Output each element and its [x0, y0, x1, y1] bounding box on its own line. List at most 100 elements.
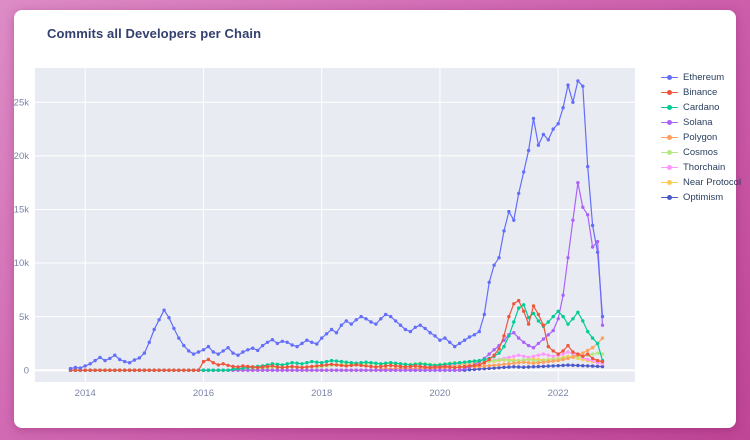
series-marker-solana: [438, 368, 442, 372]
series-marker-binance: [172, 368, 176, 372]
series-marker-solana: [364, 368, 368, 372]
series-marker-solana: [541, 337, 546, 341]
series-marker-binance: [216, 363, 220, 367]
series-marker-binance: [354, 363, 358, 367]
series-marker-solana: [448, 368, 452, 372]
series-marker-cardano: [502, 344, 506, 349]
series-marker-ethereum: [576, 79, 580, 83]
series-marker-polygon: [531, 361, 536, 365]
series-marker-binance: [157, 368, 161, 372]
series-marker-solana: [457, 368, 462, 372]
series-marker-solana: [492, 348, 496, 352]
series-marker-solana: [433, 368, 437, 372]
legend-item-solana[interactable]: Solana: [661, 117, 741, 128]
series-marker-cardano: [384, 361, 388, 365]
series-marker-binance: [142, 368, 147, 372]
series-marker-solana: [354, 368, 358, 372]
legend-item-polygon[interactable]: Polygon: [661, 132, 741, 143]
series-marker-thorchain: [512, 354, 516, 358]
series-marker-solana: [581, 205, 585, 209]
series-marker-cosmos: [590, 352, 595, 356]
series-marker-solana: [315, 368, 319, 372]
legend-swatch-icon: [661, 133, 678, 142]
series-marker-binance: [187, 368, 191, 372]
legend-label: Ethereum: [683, 72, 725, 83]
legend-swatch-icon: [661, 163, 678, 172]
series-marker-polygon: [556, 358, 560, 363]
legend-item-cosmos[interactable]: Cosmos: [661, 147, 741, 158]
series-marker-ethereum: [137, 356, 142, 360]
series-marker-binance: [162, 368, 166, 372]
series-marker-solana: [260, 368, 265, 372]
series-marker-cardano: [389, 361, 393, 365]
y-tick-label: 10k: [14, 258, 29, 269]
legend-swatch-icon: [661, 103, 678, 112]
series-marker-ethereum: [132, 358, 137, 362]
series-marker-cardano: [349, 361, 353, 365]
legend-swatch-icon: [661, 88, 678, 97]
series-marker-binance: [167, 368, 171, 372]
series-marker-ethereum: [462, 338, 467, 342]
legend-item-binance[interactable]: Binance: [661, 87, 741, 98]
series-marker-solana: [561, 293, 565, 297]
legend-item-thorchain[interactable]: Thorchain: [661, 162, 741, 173]
series-marker-ethereum: [172, 326, 176, 331]
series-marker-binance: [497, 347, 501, 351]
series-marker-polygon: [507, 362, 511, 366]
x-tick-label: 2014: [75, 388, 96, 399]
series-marker-cardano: [576, 310, 580, 314]
series-marker-solana: [379, 368, 383, 372]
series-marker-binance: [443, 364, 447, 369]
series-marker-polygon: [526, 361, 531, 365]
series-marker-optimism: [561, 363, 565, 368]
series-marker-binance: [275, 365, 280, 369]
legend-label: Solana: [683, 117, 713, 128]
legend-item-ethereum[interactable]: Ethereum: [661, 72, 741, 83]
series-marker-ethereum: [408, 329, 413, 334]
series-marker-optimism: [595, 364, 600, 369]
series-marker-optimism: [571, 363, 575, 367]
legend-item-optimism[interactable]: Optimism: [661, 192, 741, 203]
series-marker-cardano: [320, 361, 324, 365]
series-marker-binance: [507, 314, 511, 319]
y-tick-label: 0: [24, 365, 29, 376]
series-marker-cardano: [216, 368, 220, 372]
chart-canvas: 0 5k 10k 15k 20k 25k 2014 2016 2018 2020 2022: [14, 68, 635, 399]
series-marker-solana: [536, 341, 541, 346]
legend-item-near-protocol[interactable]: Near Protocol: [661, 177, 741, 188]
series-marker-cardano: [310, 359, 314, 364]
series-marker-cosmos: [531, 358, 536, 363]
series-marker-ethereum: [152, 327, 156, 332]
series-marker-binance: [467, 364, 472, 368]
series-marker-polygon: [566, 356, 570, 361]
series-marker-binance: [241, 364, 245, 368]
series-marker-solana: [384, 368, 388, 372]
series-marker-thorchain: [566, 350, 570, 354]
series-marker-cardano: [315, 360, 319, 364]
series-marker-solana: [512, 331, 516, 335]
series-marker-binance: [418, 364, 422, 369]
legend-label: Optimism: [683, 192, 724, 203]
series-marker-solana: [270, 368, 275, 372]
series-marker-binance: [196, 368, 201, 372]
series-marker-ethereum: [413, 325, 417, 329]
series-marker-cardano: [448, 362, 452, 366]
x-tick-label: 2020: [429, 388, 450, 399]
series-marker-cardano: [290, 361, 294, 365]
series-marker-binance: [127, 368, 132, 372]
series-marker-binance: [448, 365, 452, 369]
series-marker-binance: [88, 368, 92, 372]
series-marker-binance: [428, 365, 432, 370]
series-marker-ethereum: [123, 359, 127, 364]
series-marker-thorchain: [546, 353, 550, 357]
series-marker-cardano: [551, 314, 555, 319]
series-marker-solana: [344, 368, 348, 372]
series-marker-cardano: [517, 306, 521, 310]
legend-label: Binance: [683, 87, 718, 98]
series-marker-ethereum: [206, 344, 211, 349]
series-marker-ethereum: [556, 122, 560, 126]
series-marker-solana: [556, 317, 560, 321]
series-marker-ethereum: [536, 143, 541, 147]
series-marker-ethereum: [73, 365, 78, 370]
legend-item-cardano[interactable]: Cardano: [661, 102, 741, 113]
